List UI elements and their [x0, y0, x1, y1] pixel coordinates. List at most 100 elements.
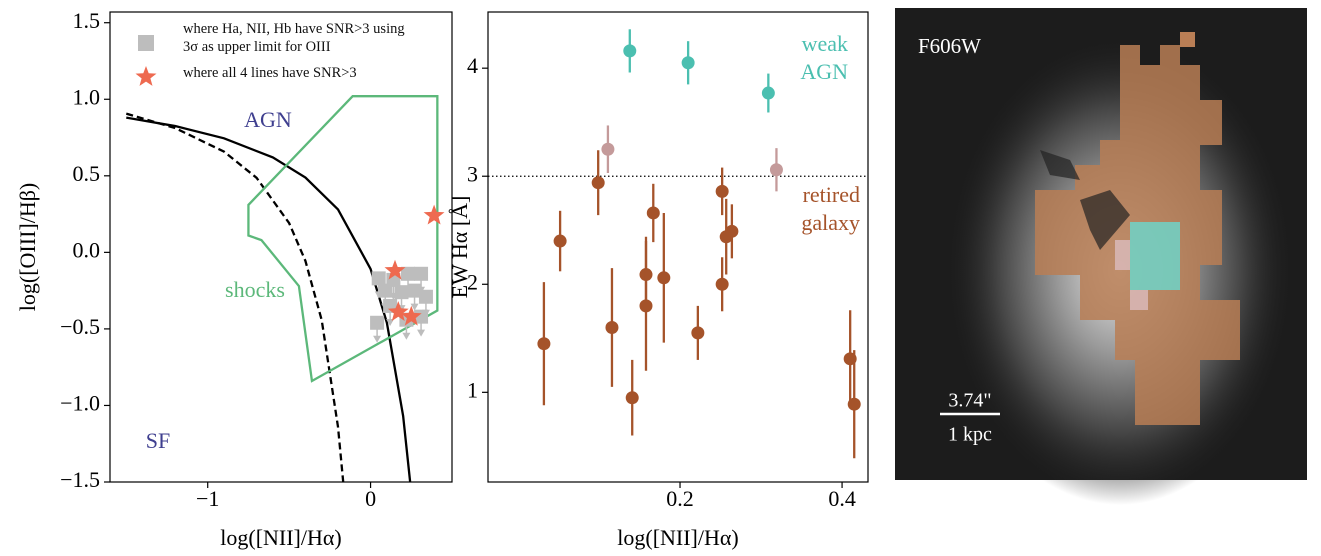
y-tick-label: −1.5	[60, 467, 100, 492]
point	[761, 86, 775, 100]
mask-pink	[1115, 240, 1130, 270]
star-marker	[423, 204, 445, 225]
error-point	[681, 41, 695, 85]
point	[553, 234, 567, 248]
mask-agn	[1130, 222, 1180, 290]
plot-frame	[487, 11, 869, 483]
error-point	[691, 305, 705, 360]
y-axis-label: EW Hα [Å]	[447, 196, 472, 299]
y-tick-label: 3	[467, 161, 478, 186]
arrow-head	[402, 332, 411, 340]
legend-marker	[138, 35, 154, 51]
y-tick-label: −0.5	[60, 314, 100, 339]
square-marker	[370, 315, 385, 330]
error-point	[646, 183, 660, 243]
scale-label: 1 kpc	[948, 424, 992, 446]
arrow-head	[417, 329, 426, 337]
y-axis-label: log([OIII]/Hβ)	[15, 183, 40, 311]
point	[691, 326, 705, 340]
dust-lane	[1040, 150, 1130, 250]
x-tick-label: 0.2	[666, 486, 694, 511]
x-axis-label: log([NII]/Hα)	[220, 525, 341, 550]
mask-gap	[1140, 45, 1160, 65]
upper-limit-point	[407, 283, 422, 311]
y-tick-label: 2	[467, 269, 478, 294]
arrow-head	[373, 335, 382, 343]
annotation: SF	[146, 428, 170, 453]
x-axis-label: log([NII]/Hα)	[617, 525, 738, 550]
error-point	[761, 73, 775, 113]
square-marker	[414, 266, 429, 281]
star-marker	[384, 259, 406, 280]
curves	[125, 95, 439, 482]
annotation: weak	[802, 31, 848, 56]
curve	[247, 95, 439, 383]
point	[601, 142, 615, 156]
error-point	[769, 148, 783, 192]
error-point	[623, 29, 637, 73]
error-point	[601, 125, 615, 173]
point	[847, 397, 861, 411]
y-tick-label: 1.0	[73, 84, 101, 109]
star-marker	[400, 305, 422, 326]
point	[605, 320, 619, 334]
error-point	[715, 167, 729, 216]
x-tick-label: 0	[365, 486, 376, 511]
y-tick-label: −1.0	[60, 390, 100, 415]
point	[715, 277, 729, 291]
point	[715, 184, 729, 198]
scale-label: 3.74"	[948, 390, 991, 412]
point	[623, 44, 637, 58]
x-tick-label: −1	[196, 486, 219, 511]
square-marker	[407, 283, 422, 298]
legend-entry: where Ha, NII, Hb have SNR>3 using 3σ as…	[183, 21, 405, 55]
error-point	[537, 282, 551, 406]
point	[681, 56, 695, 70]
annotation: shocks	[225, 277, 285, 302]
point	[725, 224, 739, 238]
curve	[126, 116, 412, 482]
square-marker	[371, 271, 386, 286]
point	[646, 206, 660, 220]
point	[625, 391, 639, 405]
y-tick-label: 0.0	[73, 237, 101, 262]
legend-marker	[135, 66, 157, 86]
star-marker	[387, 301, 409, 321]
legend-entry: where all 4 lines have SNR>3	[183, 65, 357, 81]
square-marker	[378, 283, 393, 298]
point	[769, 163, 783, 177]
curve	[125, 112, 345, 482]
image-title: F606W	[918, 34, 981, 58]
square-marker	[401, 266, 416, 281]
image-panel: F606W 3.74" 1 kpc	[895, 8, 1307, 505]
square-marker	[418, 289, 433, 304]
error-point	[847, 350, 861, 459]
mask-pink	[1130, 290, 1148, 310]
plot-frame	[109, 11, 453, 483]
point	[537, 337, 551, 351]
error-point	[605, 268, 619, 387]
error-point	[553, 210, 567, 272]
point	[657, 271, 671, 285]
annotation: retired	[803, 182, 860, 207]
annotation: AGN	[800, 59, 848, 84]
error-point	[625, 359, 639, 436]
arrow-head	[410, 303, 419, 311]
y-tick-label: 0.5	[73, 161, 101, 186]
error-point	[725, 204, 739, 259]
mask-pixel	[1180, 32, 1195, 47]
y-tick-label: 1	[467, 377, 478, 402]
annotation: galaxy	[801, 210, 860, 235]
point	[591, 176, 605, 190]
square-marker	[394, 285, 409, 300]
annotation: AGN	[244, 107, 292, 132]
point	[639, 299, 653, 313]
y-tick-label: 4	[467, 53, 478, 78]
y-tick-label: 1.5	[73, 8, 101, 33]
upper-limit-point	[370, 315, 385, 343]
legend: where Ha, NII, Hb have SNR>3 using 3σ as…	[183, 20, 415, 90]
error-point	[715, 257, 729, 312]
x-tick-label: 0.4	[828, 486, 856, 511]
